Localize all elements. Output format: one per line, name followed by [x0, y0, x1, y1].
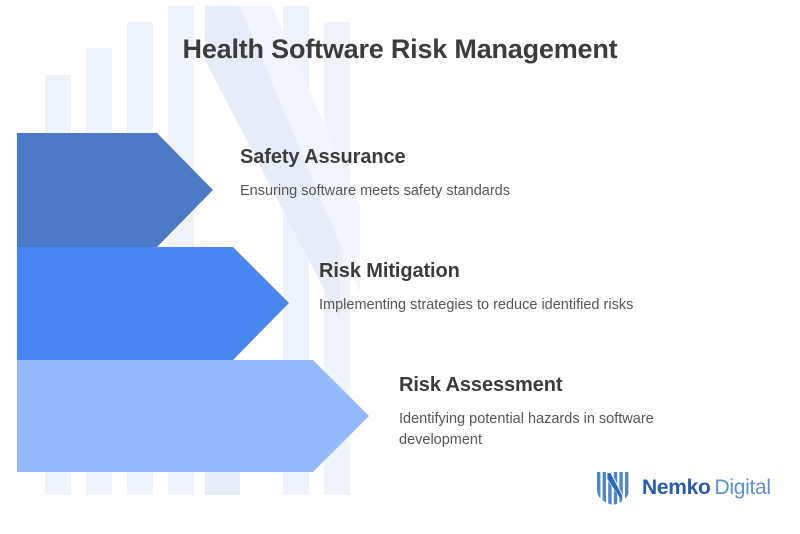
arrow-shape-step-3 [17, 360, 369, 472]
arrow-shape-step-1 [17, 133, 213, 247]
arrow-shape-step-2 [17, 247, 289, 360]
logo-brand-text: Nemko [642, 476, 711, 499]
step-text-block-2: Risk Mitigation Implementing strategies … [319, 260, 671, 316]
logo-wordmark: Nemko Digital [642, 476, 771, 500]
page-title: Health Software Risk Management [182, 34, 618, 64]
nemko-digital-logo: Nemko Digital [593, 470, 771, 506]
step-text-block-1: Safety Assurance Ensuring software meets… [240, 146, 590, 202]
logo-product-text: Digital [714, 476, 772, 499]
step-heading-3: Risk Assessment [399, 374, 563, 396]
step-text-block-3: Risk Assessment Identifying potential ha… [399, 374, 729, 451]
step-description-1: Ensuring software meets safety standards [240, 183, 510, 199]
step-heading-2: Risk Mitigation [319, 260, 460, 282]
step-heading-1: Safety Assurance [240, 146, 406, 168]
nemko-shield-icon [597, 472, 629, 505]
step-description-3: Identifying potential hazards in softwar… [399, 411, 654, 449]
step-description-2: Implementing strategies to reduce identi… [319, 297, 634, 313]
